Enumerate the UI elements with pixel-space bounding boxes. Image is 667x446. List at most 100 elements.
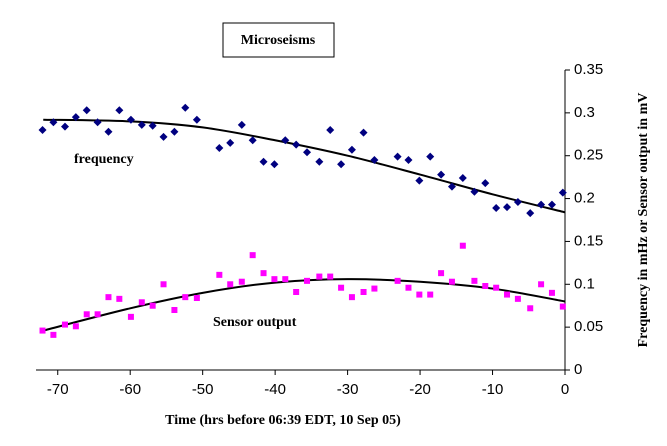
point — [504, 291, 511, 298]
point — [327, 273, 334, 280]
point — [192, 115, 201, 124]
y-tick-label: 0.2 — [574, 190, 595, 207]
x-tick-label: -40 — [264, 381, 286, 398]
point — [360, 289, 367, 295]
point — [370, 156, 379, 164]
point — [416, 291, 423, 298]
point — [126, 115, 135, 124]
y-tick-label: 0 — [574, 361, 582, 378]
point — [60, 122, 69, 131]
point — [459, 242, 466, 249]
point — [514, 295, 521, 302]
point — [481, 179, 490, 188]
point — [148, 121, 157, 130]
point — [526, 209, 535, 218]
point — [171, 307, 178, 313]
point — [115, 106, 124, 115]
point — [559, 303, 566, 310]
point — [393, 152, 402, 161]
point — [448, 278, 455, 285]
point — [249, 252, 256, 259]
point — [226, 138, 235, 147]
point — [61, 321, 68, 328]
y-tick-label: 0.25 — [574, 147, 603, 164]
point — [359, 128, 368, 137]
y-tick-label: 0.35 — [574, 61, 603, 78]
point — [105, 294, 112, 301]
point — [304, 277, 311, 284]
x-tick-label: -70 — [47, 381, 69, 398]
point — [513, 198, 522, 206]
title-box — [222, 22, 335, 58]
x-tick-label: 0 — [561, 381, 569, 398]
y-tick-label: 0.05 — [574, 318, 603, 335]
point — [293, 289, 300, 295]
x-tick-label: -60 — [119, 381, 141, 398]
x-tick-label: -10 — [482, 381, 504, 398]
point — [39, 327, 46, 334]
point — [316, 273, 323, 280]
point — [558, 188, 567, 197]
point — [492, 204, 501, 212]
point — [292, 140, 301, 149]
point — [527, 305, 534, 312]
y-tick-label: 0.1 — [574, 275, 595, 292]
point — [538, 281, 545, 288]
point — [548, 289, 555, 296]
x-tick-label: -30 — [337, 381, 359, 398]
point — [160, 281, 167, 288]
x-axis-label: Time (hrs before 06:39 EDT, 10 Sep 05) — [165, 413, 401, 428]
point — [338, 284, 345, 291]
point — [238, 278, 245, 285]
x-tick-label: -20 — [409, 381, 431, 398]
chart-title: Microseisms — [241, 33, 316, 48]
point — [471, 277, 478, 284]
point — [405, 284, 412, 291]
point — [271, 276, 278, 283]
point — [94, 311, 101, 318]
point — [116, 295, 123, 302]
point — [104, 127, 113, 136]
point — [170, 127, 179, 136]
point — [182, 294, 189, 301]
point — [260, 270, 267, 277]
y-tick-label: 0.15 — [574, 232, 603, 249]
point — [72, 323, 79, 330]
point — [493, 284, 500, 291]
point — [404, 156, 413, 164]
point — [470, 187, 479, 196]
point — [537, 200, 546, 209]
x-tick-label: -50 — [192, 381, 214, 398]
point — [193, 295, 200, 301]
point — [281, 136, 290, 145]
point — [50, 331, 57, 338]
point — [215, 144, 224, 152]
point — [427, 291, 434, 298]
point — [49, 118, 58, 127]
y-axis-label: Frequency in mHz or Sensor output in mV — [636, 93, 651, 348]
point — [38, 126, 47, 134]
y-tick-label: 0.3 — [574, 104, 595, 121]
point — [303, 148, 312, 157]
point — [71, 113, 80, 122]
annotation: frequency — [74, 152, 134, 167]
point — [438, 270, 445, 277]
point — [259, 157, 268, 166]
point — [458, 174, 467, 182]
point — [216, 271, 223, 278]
point — [426, 152, 435, 161]
point — [159, 132, 168, 141]
point — [227, 281, 234, 288]
point — [326, 126, 335, 134]
point — [270, 160, 279, 169]
annotation: Sensor output — [213, 315, 297, 330]
point — [315, 157, 324, 166]
point — [482, 283, 489, 289]
point — [503, 203, 512, 212]
point — [248, 136, 257, 145]
point — [337, 160, 346, 169]
point — [82, 106, 91, 115]
point — [138, 299, 145, 306]
point — [347, 145, 356, 154]
